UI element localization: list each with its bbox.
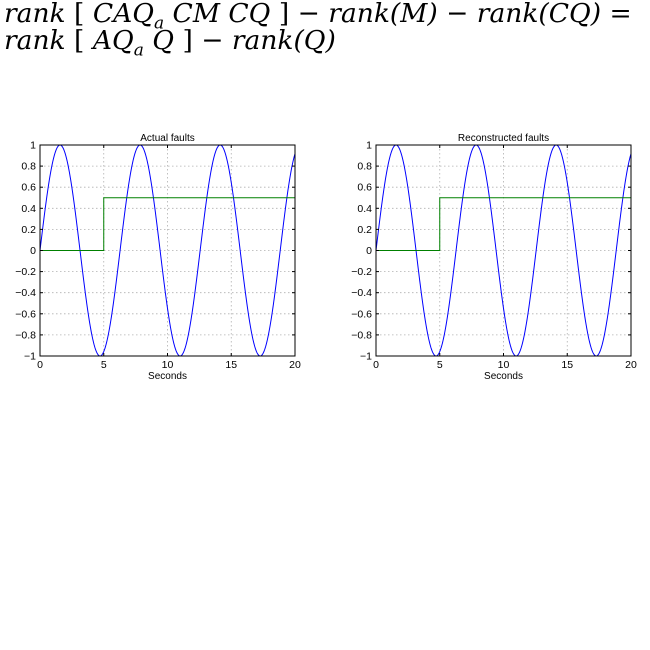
y-tick-label: −0.2	[15, 266, 36, 278]
eq-cq: CQ	[228, 0, 271, 29]
y-tick-label: 1	[366, 140, 372, 152]
chart-title: Reconstructed faults	[458, 133, 549, 144]
eq-rank-m: rank(M)	[328, 0, 438, 29]
eq2-left-bracket: [	[74, 25, 85, 56]
eq-c: C	[92, 0, 114, 29]
x-tick-label: 10	[162, 359, 174, 371]
eq2-minus: −	[201, 25, 224, 56]
series-line-sine	[39, 144, 296, 357]
y-tick-label: −0.6	[15, 308, 36, 320]
y-tick-label: −0.8	[15, 329, 36, 341]
chart-reconstructed-faults: 0 5 10 15 20 −1 −0.8 −0.6 −0.4 −0.2 0 0.2 0.4 0.6 0.8 1…	[351, 133, 637, 382]
y-tick-label: 0.4	[21, 203, 36, 215]
x-axis-label: Seconds	[484, 371, 523, 382]
y-tick-label: 0.2	[21, 224, 36, 236]
y-tick-label: 0	[30, 245, 36, 257]
series-line-step	[40, 197, 295, 251]
y-tick-label: 0.2	[357, 224, 372, 236]
equation: rank [ CAQa CM CQ ] − rank(M) − rank(CQ)…	[4, 0, 648, 60]
x-tick-label: 5	[437, 359, 443, 371]
x-tick-label: 15	[225, 359, 237, 371]
x-tick-label: 5	[101, 359, 107, 371]
charts-container: 0 5 10 15 20 −1 −0.8 −0.6 −0.4 −0.2 0 0.2 0.4 0.6 0.8 1…	[0, 128, 650, 388]
x-tick-label: 10	[498, 359, 510, 371]
eq2-q: Q	[152, 25, 174, 56]
y-tick-label: −0.4	[351, 287, 372, 299]
y-tick-label: 0.4	[357, 203, 372, 215]
charts-svg: 0 5 10 15 20−1−0.8−0.6−0.4−0.200.20.40.60.81…	[15, 133, 637, 382]
eq2-right-bracket: ]	[182, 25, 193, 56]
x-tick-label: 15	[561, 359, 573, 371]
eq2-sub-a: a	[133, 40, 144, 61]
y-tick-label: −0.4	[15, 287, 36, 299]
eq-left-bracket: [	[74, 0, 85, 29]
y-tick-label: 1	[30, 140, 36, 152]
eq-cm: CM	[172, 0, 220, 29]
y-tick-label: 0.6	[21, 182, 36, 194]
y-tick-label: 0.8	[357, 161, 372, 173]
eq-minus-2: −	[446, 0, 469, 29]
eq2-aq: AQ	[92, 25, 134, 56]
x-tick-label: 0	[37, 359, 43, 371]
equation-line-1: rank [ CAQa CM CQ ] − rank(M) − rank(CQ)…	[4, 0, 648, 33]
y-tick-label: −0.8	[351, 329, 372, 341]
eq2-rank-q: rank(Q)	[231, 25, 336, 56]
eq-right-bracket: ]	[278, 0, 290, 29]
y-tick-label: 0	[366, 245, 372, 257]
eq-rank-cq: rank(CQ)	[476, 0, 602, 29]
x-tick-label: 20	[289, 359, 301, 371]
series-line-step	[376, 197, 631, 251]
y-tick-label: 0.6	[357, 182, 372, 194]
eq-rank: rank	[4, 0, 66, 29]
y-tick-label: −0.6	[351, 308, 372, 320]
eq-equals: =	[609, 0, 632, 29]
y-tick-label: −0.2	[351, 266, 372, 278]
y-tick-label: −1	[24, 351, 36, 363]
chart-actual-faults: 0 5 10 15 20 −1 −0.8 −0.6 −0.4 −0.2 0 0.2 0.4 0.6 0.8 1…	[15, 133, 301, 382]
x-axis-label: Seconds	[148, 371, 187, 382]
y-tick-label: 0.8	[21, 161, 36, 173]
x-tick-label: 20	[625, 359, 637, 371]
eq-sub-a: a	[153, 13, 165, 34]
eq-minus-1: −	[297, 0, 320, 29]
eq2-rank: rank	[4, 25, 66, 56]
eq-aq: AQ	[113, 0, 154, 29]
y-tick-label: −1	[360, 351, 372, 363]
equation-line-2: rank [ AQa Q ] − rank(Q)	[4, 25, 648, 60]
chart-title: Actual faults	[140, 133, 194, 144]
series-line-sine	[375, 144, 632, 357]
x-tick-label: 0	[373, 359, 379, 371]
